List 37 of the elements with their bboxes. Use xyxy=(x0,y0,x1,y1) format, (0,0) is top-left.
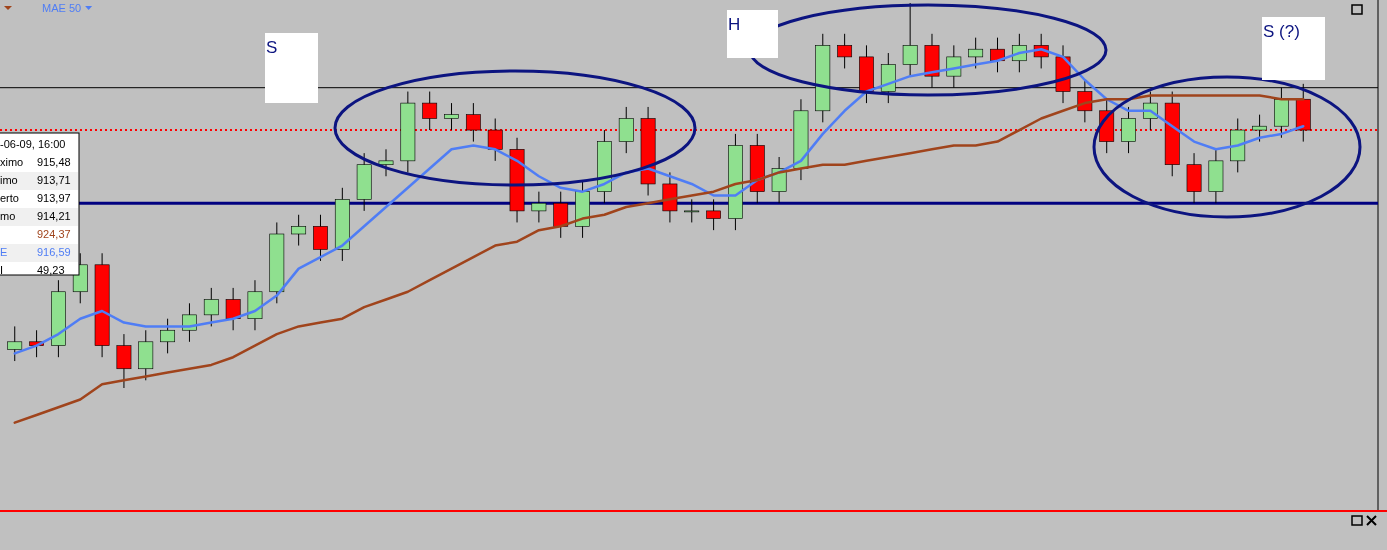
candlestick xyxy=(1252,114,1267,143)
candlestick xyxy=(968,37,984,69)
annotation: S (?) xyxy=(1263,22,1300,41)
annotation: 915,48 xyxy=(37,156,71,168)
candlestick xyxy=(313,214,328,262)
annotation: erto xyxy=(0,192,19,204)
annotation: S xyxy=(266,38,278,57)
annotation: imo xyxy=(0,174,18,186)
annotation: 913,71 xyxy=(37,174,71,186)
annotation: 924,37 xyxy=(37,228,71,240)
annotation: E xyxy=(0,246,8,258)
candlestick xyxy=(1121,106,1136,154)
annotation: -06-09, 16:00 xyxy=(0,138,66,150)
candlestick xyxy=(378,148,394,177)
candlestick xyxy=(7,325,23,362)
candlestick xyxy=(902,2,918,77)
candlestick xyxy=(225,287,241,331)
candlestick xyxy=(837,33,853,69)
annotation: mo xyxy=(0,210,16,222)
candlestick xyxy=(706,198,721,231)
annotation: 914,21 xyxy=(37,210,71,222)
annotation: 913,97 xyxy=(37,192,71,204)
candlestick xyxy=(291,214,307,247)
annotation: H xyxy=(728,15,741,34)
text: I xyxy=(0,264,4,276)
legend-label: MAE 50 xyxy=(42,2,82,14)
candlestick xyxy=(160,318,176,354)
candlestick xyxy=(444,102,459,131)
candlestick xyxy=(684,198,700,223)
candlestick xyxy=(203,287,219,327)
candlestick xyxy=(531,191,547,223)
candlestick xyxy=(618,106,634,154)
annotation: ximo xyxy=(0,156,24,168)
candlestick xyxy=(116,333,132,389)
candlestick xyxy=(553,191,569,239)
annotation: 916,59 xyxy=(37,246,71,258)
annotation: 49,23 xyxy=(37,264,65,276)
